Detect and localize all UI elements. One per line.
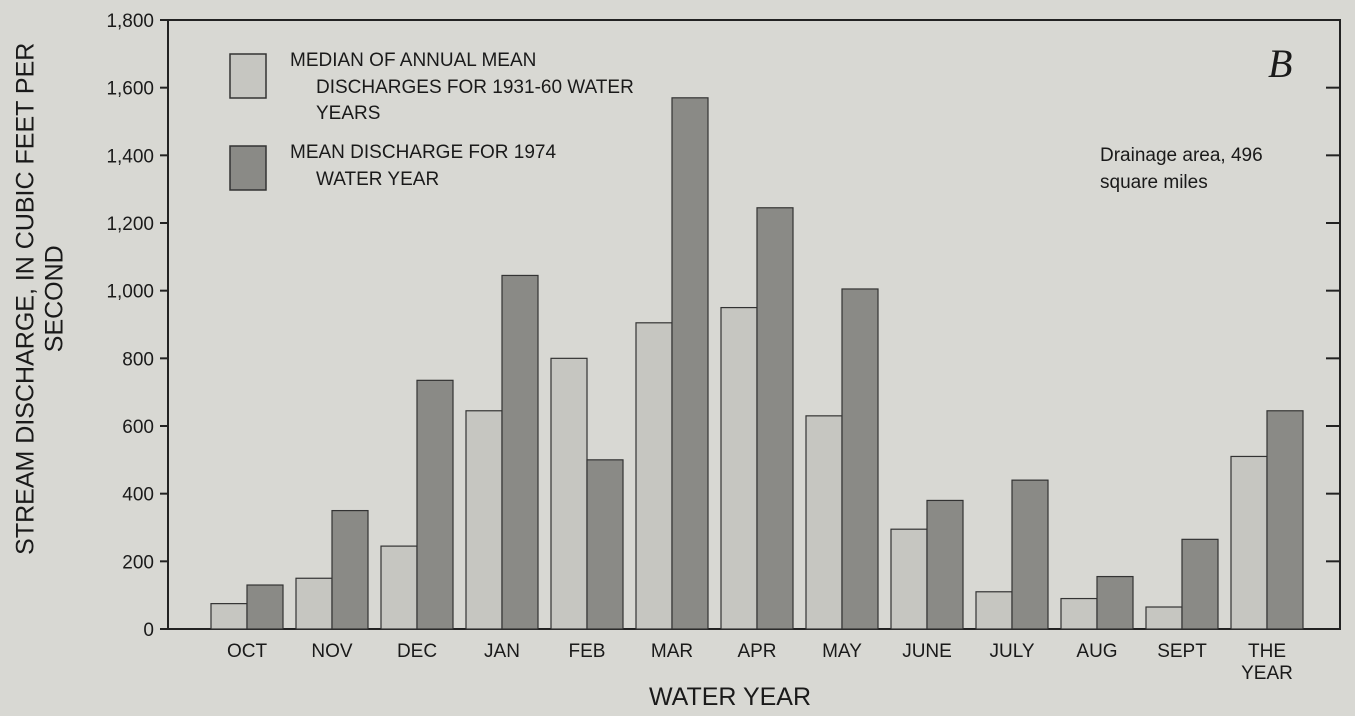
y-tick-label: 1,800 xyxy=(106,11,154,32)
bar xyxy=(210,603,248,630)
bar xyxy=(586,459,624,630)
y-tick-label: 400 xyxy=(122,485,154,506)
bar xyxy=(1230,455,1268,630)
x-tick-label: NOV xyxy=(311,641,353,662)
bar xyxy=(756,207,794,630)
y-tick-label: 1,000 xyxy=(106,282,154,303)
bar xyxy=(331,509,369,630)
legend-label: MEDIAN OF ANNUAL MEAN DISCHARGES FOR 193… xyxy=(290,50,634,125)
x-tick-label: JAN xyxy=(484,641,520,662)
bar xyxy=(926,499,964,630)
bar xyxy=(1011,479,1049,630)
bar xyxy=(1266,410,1304,630)
x-tick-label: AUG xyxy=(1076,641,1118,662)
bar xyxy=(246,584,284,630)
y-axis-label: STREAM DISCHARGE, IN CUBIC FEET PER SECO… xyxy=(11,42,68,555)
legend-label: MEAN DISCHARGE FOR 1974 WATER YEAR xyxy=(290,142,557,190)
x-tick-label: FEB xyxy=(568,641,606,662)
panel-letter: B xyxy=(1268,41,1293,86)
bar xyxy=(890,528,928,630)
y-tick-label: 800 xyxy=(122,349,154,370)
x-tick-label: JULY xyxy=(989,641,1035,662)
bar xyxy=(841,288,879,630)
x-tick-label: JUNE xyxy=(902,641,952,662)
y-tick-label: 0 xyxy=(143,620,154,641)
bar xyxy=(975,591,1013,630)
bar xyxy=(1181,538,1219,630)
x-tick-label: DEC xyxy=(396,641,438,662)
y-tick-label: 1,600 xyxy=(106,79,154,100)
x-tick-label: OCT xyxy=(226,641,268,662)
bar xyxy=(805,415,843,630)
bar xyxy=(380,545,418,630)
y-tick-label: 1,200 xyxy=(106,214,154,235)
legend-swatch xyxy=(229,145,267,191)
legend-swatch xyxy=(229,53,267,99)
bar xyxy=(1060,597,1098,630)
x-axis-label: WATER YEAR xyxy=(648,683,812,711)
y-tick-label: 1,400 xyxy=(106,146,154,167)
y-tick-label: 200 xyxy=(122,552,154,573)
annotation: Drainage area, 496 square miles xyxy=(1100,145,1263,193)
x-tick-label: MAY xyxy=(822,641,862,662)
bar xyxy=(501,274,539,630)
x-tick-label: SEPT xyxy=(1157,641,1207,662)
bar xyxy=(465,410,503,630)
x-tick-label: APR xyxy=(737,641,777,662)
x-tick-label: THE YEAR xyxy=(1241,641,1293,684)
bar xyxy=(416,379,454,630)
y-tick-label: 600 xyxy=(122,417,154,438)
x-tick-label: MAR xyxy=(650,641,694,662)
bar xyxy=(550,357,588,630)
bar xyxy=(295,577,333,630)
bar xyxy=(635,322,673,630)
bar xyxy=(720,306,758,630)
bar xyxy=(1096,575,1134,630)
bar xyxy=(1145,606,1183,630)
bar xyxy=(671,97,709,630)
